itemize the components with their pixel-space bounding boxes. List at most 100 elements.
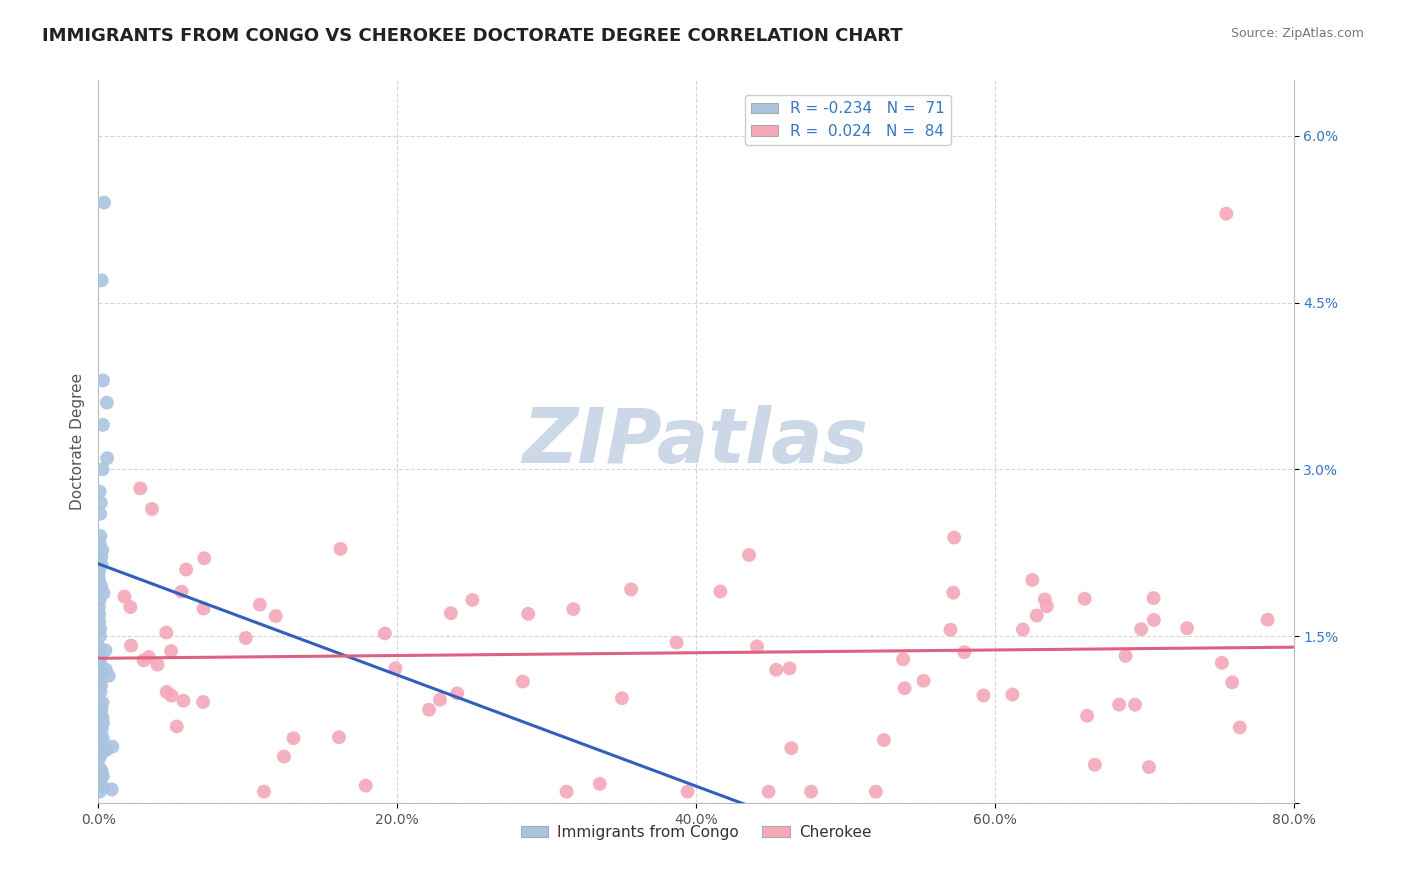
Point [589,777,612,791]
Point [89,484,111,499]
Point [91,769,114,783]
Point [89,665,111,680]
Point [780,741,803,756]
Point [87,748,110,763]
Point [91,731,114,745]
Text: IMMIGRANTS FROM CONGO VS CHEROKEE DOCTORATE DEGREE CORRELATION CHART: IMMIGRANTS FROM CONGO VS CHEROKEE DOCTOR… [42,27,903,45]
Point [446,686,468,700]
Point [97,669,120,683]
Point [87,681,110,696]
Point [89,698,111,713]
Point [461,593,484,607]
Point [264,609,287,624]
Point [1175,621,1198,635]
Point [758,785,780,799]
Point [170,584,193,599]
Point [155,625,177,640]
Point [709,584,731,599]
Point [90,550,112,565]
Point [120,600,142,615]
Point [91,780,114,795]
Point [90,579,112,593]
Point [91,746,114,760]
Point [129,482,152,496]
Point [942,585,965,599]
Point [89,607,111,622]
Point [193,601,215,615]
Text: ZIPatlas: ZIPatlas [523,405,869,478]
Point [90,767,112,781]
Point [94,643,117,657]
Point [738,548,761,562]
Point [665,635,688,649]
Point [384,661,406,675]
Point [100,782,122,797]
Point [90,714,112,728]
Point [1229,721,1251,735]
Point [90,678,112,692]
Point [96,395,118,409]
Point [90,659,112,673]
Point [1142,591,1164,605]
Point [620,582,643,597]
Point [943,531,966,545]
Point [249,598,271,612]
Point [89,653,111,667]
Point [865,785,887,799]
Point [800,785,823,799]
Point [1215,207,1237,221]
Point [1025,608,1047,623]
Point [87,675,110,690]
Point [89,725,111,739]
Point [101,739,124,754]
Point [1011,623,1033,637]
Point [562,602,585,616]
Point [89,593,111,607]
Point [87,565,110,579]
Point [90,763,112,777]
Point [745,640,768,654]
Point [418,703,440,717]
Point [89,529,111,543]
Point [87,778,110,792]
Point [873,733,896,747]
Y-axis label: Doctorate Degree: Doctorate Degree [69,373,84,510]
Point [90,558,112,572]
Point [90,684,112,698]
Point [87,572,110,586]
Point [89,773,111,788]
Point [90,719,112,733]
Point [89,615,111,629]
Point [91,716,114,731]
Point [1220,675,1243,690]
Point [90,764,112,779]
Point [1143,613,1166,627]
Point [1211,656,1233,670]
Text: Source: ZipAtlas.com: Source: ZipAtlas.com [1230,27,1364,40]
Point [89,536,111,550]
Point [89,776,111,790]
Point [1036,599,1059,614]
Point [328,730,350,744]
Point [193,551,215,566]
Point [676,785,699,799]
Point [89,649,111,664]
Point [89,707,111,722]
Point [893,681,915,696]
Point [273,749,295,764]
Point [141,502,163,516]
Point [89,672,111,686]
Point [1084,757,1107,772]
Point [89,629,111,643]
Point [765,663,787,677]
Point [138,650,160,665]
Point [1130,622,1153,636]
Point [120,639,142,653]
Point [1021,573,1043,587]
Point [972,689,994,703]
Point [1115,648,1137,663]
Point [429,692,451,706]
Point [953,645,976,659]
Point [1108,698,1130,712]
Point [90,722,112,736]
